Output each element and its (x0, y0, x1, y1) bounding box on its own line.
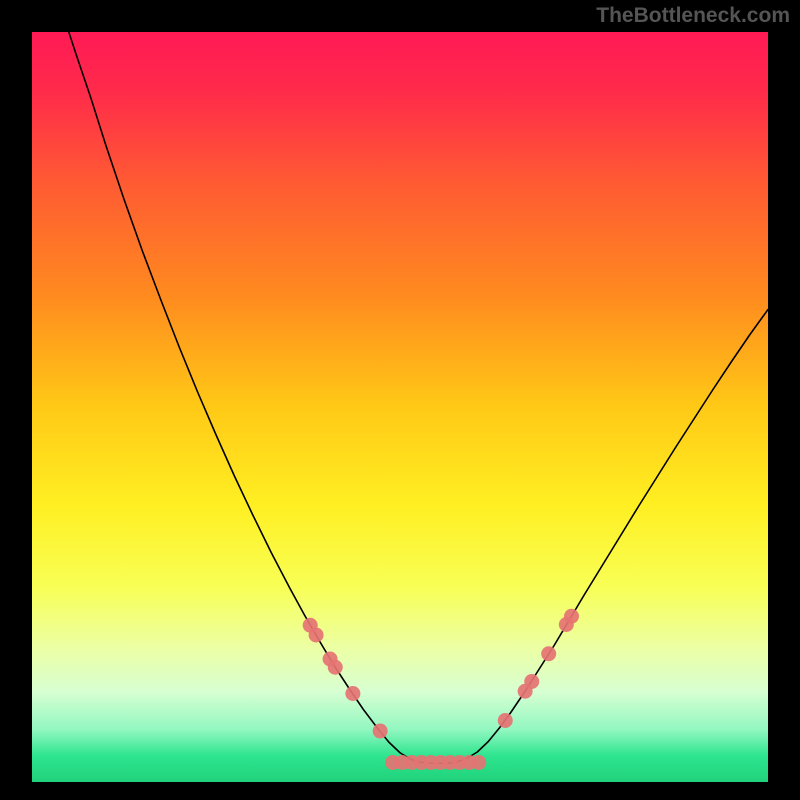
bottom-cluster-markers (385, 755, 486, 770)
marker-dot (498, 713, 513, 728)
marker-dot (345, 686, 360, 701)
marker-dot (309, 628, 324, 643)
marker-dot (373, 724, 388, 739)
marker-dot (328, 660, 343, 675)
marker-dot (564, 609, 579, 624)
marker-dot (524, 674, 539, 689)
chart-background (32, 32, 768, 782)
marker-dot (541, 646, 556, 661)
marker-dot (471, 755, 486, 770)
outer-frame: TheBottleneck.com (0, 0, 800, 800)
watermark-text: TheBottleneck.com (596, 4, 790, 28)
bottleneck-chart (32, 32, 768, 782)
